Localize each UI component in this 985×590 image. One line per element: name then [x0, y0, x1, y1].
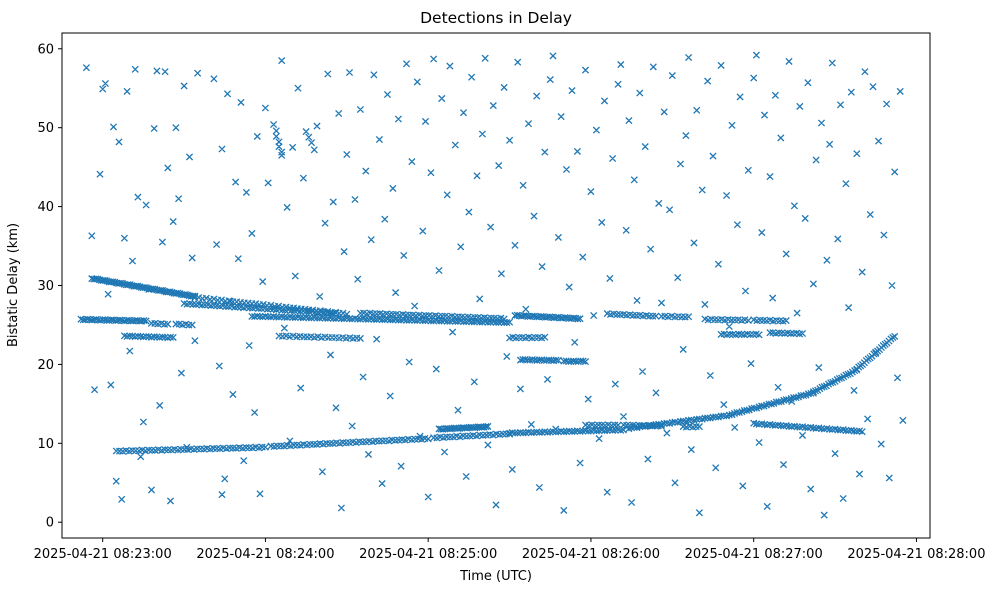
y-tick-label: 50	[37, 121, 54, 136]
chart-title: Detections in Delay	[420, 9, 572, 27]
y-axis-ticks: 0 10 20 30 40 50 60	[37, 42, 62, 531]
x-tick-label: 2025-04-21 08:28:00	[847, 547, 985, 562]
x-tick-label: 2025-04-21 08:23:00	[34, 547, 172, 562]
y-tick-label: 20	[37, 358, 54, 373]
y-axis-label: Bistatic Delay (km)	[6, 223, 21, 347]
scatter-points	[77, 51, 907, 519]
y-tick-label: 0	[46, 516, 54, 531]
x-axis-ticks: 2025-04-21 08:23:00 2025-04-21 08:24:00 20…	[34, 538, 985, 562]
y-tick-label: 60	[37, 42, 54, 57]
x-tick-label: 2025-04-21 08:24:00	[196, 547, 334, 562]
x-tick-label: 2025-04-21 08:25:00	[359, 547, 497, 562]
y-tick-label: 40	[37, 200, 54, 215]
plot-area	[62, 33, 930, 538]
y-tick-label: 10	[37, 437, 54, 452]
y-tick-label: 30	[37, 279, 54, 294]
x-axis-label: Time (UTC)	[459, 569, 532, 584]
x-tick-label: 2025-04-21 08:27:00	[685, 547, 823, 562]
x-tick-label: 2025-04-21 08:26:00	[522, 547, 660, 562]
axes-border	[61, 32, 931, 539]
